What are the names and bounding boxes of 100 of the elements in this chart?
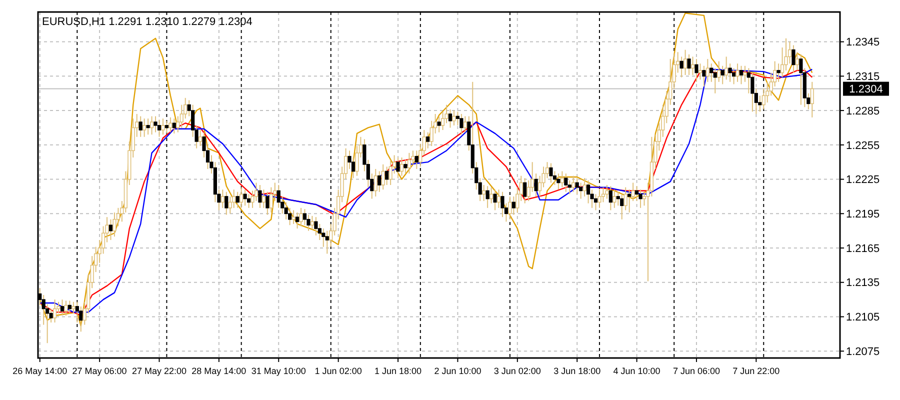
- candlestick: [240, 186, 244, 208]
- x-tick-label: 1 Jun 18:00: [374, 366, 422, 376]
- candlestick: [220, 189, 224, 208]
- candlestick: [142, 118, 146, 138]
- candlestick: [262, 189, 266, 208]
- candlestick: [236, 191, 240, 208]
- x-tick-label: 28 May 14:00: [192, 366, 246, 376]
- candlestick: [795, 52, 800, 71]
- candlestick: [549, 162, 553, 184]
- candlestick: [299, 207, 303, 227]
- candlestick: [680, 56, 684, 78]
- candlestick: [732, 68, 736, 85]
- candlestick: [743, 65, 747, 82]
- candlestick: [460, 113, 464, 136]
- candlestick: [72, 301, 76, 314]
- candlestick: [620, 194, 624, 220]
- candlestick: [706, 58, 710, 82]
- candlestick: [198, 130, 202, 147]
- candlestick: [157, 119, 162, 138]
- candlestick: [138, 116, 142, 138]
- x-tick-label: 31 May 10:00: [251, 366, 306, 376]
- candlestick: [463, 116, 467, 133]
- chart-title: EURUSD,H1 1.2291 1.2310 1.2279 1.2304: [42, 16, 252, 28]
- candlestick: [579, 182, 583, 200]
- candlestick: [586, 180, 590, 204]
- candlestick: [810, 81, 814, 118]
- candlestick: [638, 189, 642, 208]
- y-tick-label: 1.2225: [846, 174, 880, 186]
- candlestick: [292, 210, 296, 224]
- candlestick: [437, 116, 441, 133]
- candlestick: [79, 306, 83, 332]
- candlestick: [594, 194, 598, 211]
- candlestick: [612, 189, 616, 208]
- y-tick-label: 1.2195: [846, 208, 880, 220]
- candlestick: [314, 216, 318, 236]
- candlestick: [108, 218, 113, 240]
- candlestick: [728, 63, 732, 82]
- candlestick: [799, 54, 803, 106]
- candlestick: [690, 56, 695, 76]
- candlestick: [385, 166, 389, 186]
- candlestick: [164, 120, 169, 134]
- x-tick-label: 1 Jun 02:00: [314, 366, 362, 376]
- candlestick: [572, 175, 576, 192]
- ref-line-label: 1.2304: [849, 84, 883, 96]
- candlestick: [720, 65, 724, 85]
- candlestick: [493, 189, 497, 211]
- candlestick: [172, 118, 176, 134]
- x-tick-label: 3 Jun 02:00: [494, 366, 541, 376]
- x-tick-label: 3 Jun 18:00: [554, 366, 601, 376]
- candlestick: [112, 212, 116, 238]
- candlestick: [486, 186, 490, 208]
- x-tick-label: 4 Jun 10:00: [613, 366, 660, 376]
- candlestick: [310, 215, 314, 230]
- candlestick: [448, 108, 452, 128]
- candlestick: [694, 58, 698, 82]
- candlestick: [750, 72, 754, 112]
- line-series: [39, 12, 813, 327]
- candlestick: [224, 191, 228, 216]
- candlestick: [523, 178, 527, 204]
- candlestick: [407, 152, 412, 174]
- candlestick: [713, 68, 717, 94]
- y-tick-label: 1.2165: [846, 242, 880, 255]
- candlestick: [628, 189, 632, 213]
- x-tick-label: 7 Jun 06:00: [672, 366, 720, 376]
- x-tick-label: 2 Jun 10:00: [434, 366, 482, 376]
- candlestick: [776, 63, 780, 82]
- y-tick-label: 1.2075: [846, 346, 880, 358]
- y-tick-label: 1.2255: [846, 140, 880, 152]
- candlestick: [683, 49, 688, 76]
- candlestick: [496, 189, 501, 208]
- candlestick: [736, 63, 740, 82]
- candlestick: [378, 170, 382, 192]
- candlestick: [508, 196, 512, 220]
- candlestick: [269, 186, 273, 213]
- x-tick-label: 7 Jun 22:00: [732, 366, 780, 376]
- y-tick-label: 1.2135: [846, 277, 880, 290]
- candlestick: [396, 157, 400, 179]
- candlestick: [168, 116, 172, 133]
- candlestick: [556, 173, 560, 190]
- y-tick-label: 1.2315: [846, 71, 880, 84]
- candlestick: [246, 194, 251, 208]
- y-tick-label: 1.2285: [846, 105, 880, 118]
- candlestick: [452, 110, 456, 126]
- candlestick: [266, 191, 270, 216]
- candlestick: [60, 299, 64, 316]
- candlestick: [52, 299, 57, 323]
- y-tick-label: 1.2345: [846, 36, 880, 49]
- x-tick-label: 27 May 06:00: [72, 366, 127, 376]
- candlestick: [426, 132, 430, 149]
- y-tick-label: 1.2105: [846, 312, 880, 324]
- candlestick: [388, 159, 392, 186]
- candlestick: [724, 56, 728, 80]
- candlestick: [575, 178, 579, 195]
- candlestick: [564, 173, 568, 192]
- candlestick: [150, 116, 154, 136]
- candlestick: [608, 186, 612, 211]
- candlestick: [489, 186, 494, 204]
- candlestick: [500, 191, 504, 218]
- candlestick: [68, 300, 72, 314]
- candlestick: [381, 164, 385, 190]
